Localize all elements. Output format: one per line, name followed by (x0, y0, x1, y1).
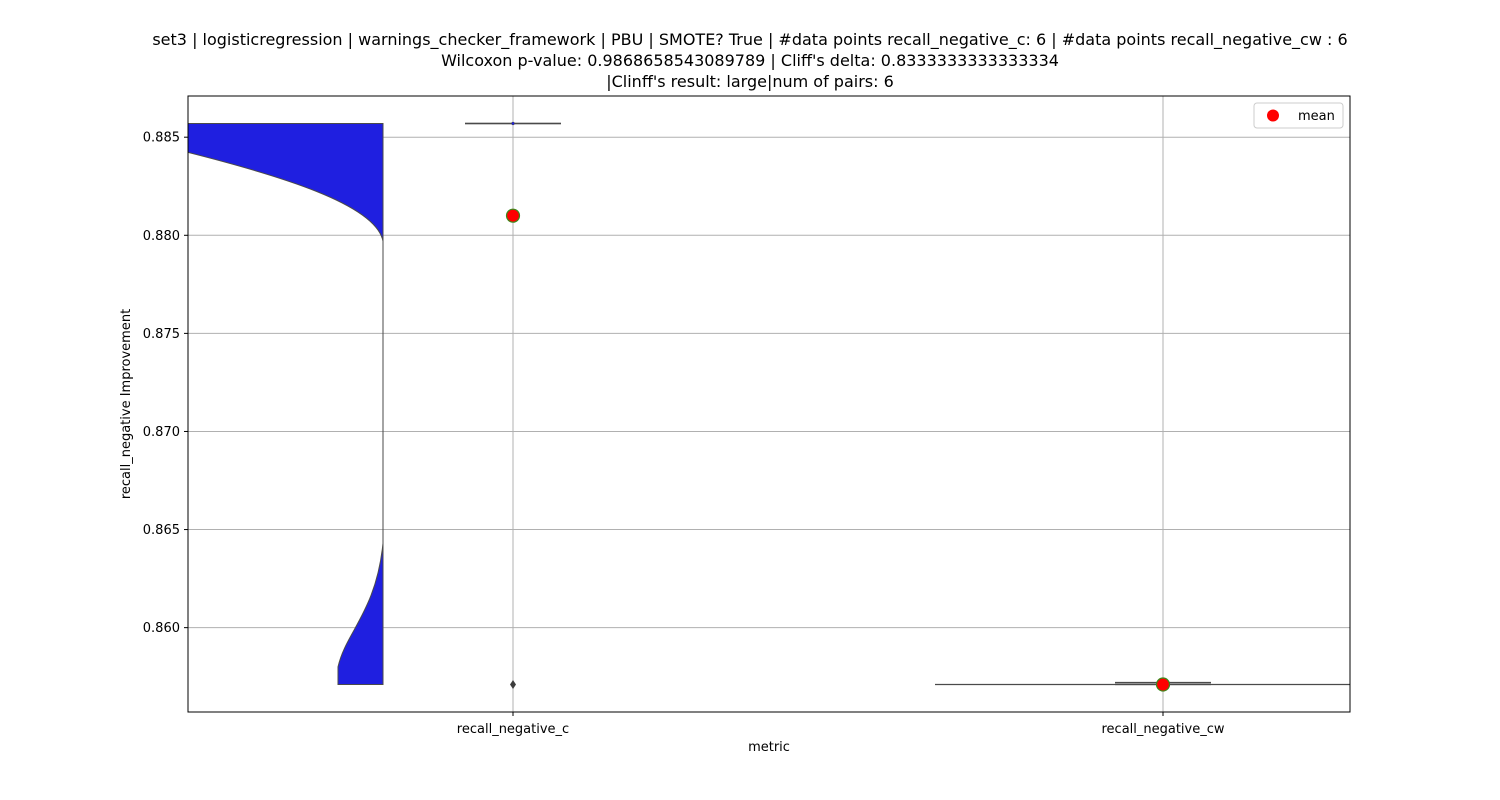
box-median-dot (511, 121, 515, 126)
box-plots (465, 121, 1211, 690)
y-tick-label: 0.880 (143, 229, 180, 244)
x-tick-label: recall_negative_c (457, 722, 569, 737)
y-tick-label: 0.870 (143, 425, 180, 440)
x-axis-label: metric (748, 740, 790, 755)
violin-shapes (188, 122, 1350, 686)
x-tick-label: recall_negative_cw (1101, 722, 1224, 737)
y-axis-ticks: 0.860 0.865 0.870 0.875 0.880 0.885 (143, 131, 188, 636)
mean-markers (505, 208, 1171, 692)
mean-marker-recall_negative_c (505, 208, 521, 223)
chart-title-line-2: Wilcoxon p-value: 0.9868658543089789 | C… (441, 51, 1059, 70)
y-tick-label: 0.885 (143, 131, 180, 146)
chart-title-line-3: |Clinff's result: large|num of pairs: 6 (606, 72, 894, 91)
plot-frame (187, 95, 1351, 713)
chart-title-line-1: set3 | logisticregression | warnings_che… (152, 30, 1348, 49)
y-tick-label: 0.860 (143, 621, 180, 636)
outlier-point (510, 680, 516, 690)
legend: mean (1253, 102, 1344, 129)
legend-label-mean: mean (1298, 109, 1335, 124)
y-axis-label: recall_negative Improvement (119, 309, 134, 499)
y-tick-label: 0.865 (143, 523, 180, 538)
violin-recall-negative-c (188, 122, 384, 686)
legend-box (1253, 102, 1344, 129)
y-tick-label: 0.875 (143, 327, 180, 342)
mean-marker-recall_negative_cw (1155, 677, 1171, 692)
legend-mean-marker (1267, 109, 1279, 122)
x-axis-ticks: recall_negative_c recall_negative_cw (457, 712, 1225, 737)
